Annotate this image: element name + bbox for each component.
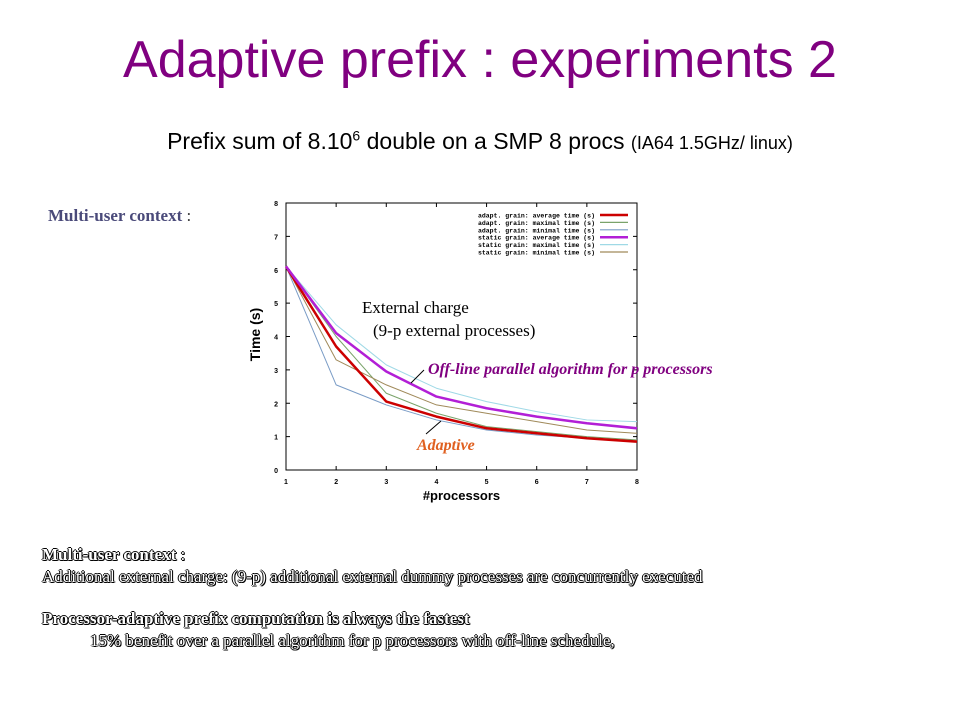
x-tick-label: 2 <box>334 479 338 486</box>
context-label-colon: : <box>182 206 192 225</box>
annotation-adaptive: Adaptive <box>416 437 475 454</box>
y-tick-label: 5 <box>274 301 278 308</box>
y-tick-label: 2 <box>274 401 278 408</box>
context-label: Multi-user context : <box>48 206 191 226</box>
notes-line-fastest: Processor-adaptive prefix computation is… <box>42 609 470 628</box>
series-line <box>285 266 638 441</box>
y-tick-label: 8 <box>274 201 278 208</box>
x-tick-label: 8 <box>635 479 639 486</box>
x-tick-label: 3 <box>384 479 388 486</box>
y-tick-label: 1 <box>274 435 278 442</box>
notes-line-external-charge: Additional external charge: (9-p) additi… <box>42 567 703 586</box>
y-axis-label: Time (s) <box>247 308 263 361</box>
subtitle-main: Prefix sum of 8.10 <box>167 128 353 154</box>
annotation-offline-algorithm: Off-line parallel algorithm for p proces… <box>428 361 713 378</box>
subtitle-machine: (IA64 1.5GHz/ linux) <box>630 133 793 153</box>
subtitle-exponent: 6 <box>352 127 361 144</box>
legend-label: adapt. grain: maximal time (s) <box>478 220 595 227</box>
series-line <box>285 266 638 443</box>
annotation-external-processes: (9-p external processes) <box>373 321 535 340</box>
x-tick-label: 5 <box>485 479 489 486</box>
legend-label: static grain: minimal time (s) <box>478 250 595 257</box>
slide-title: Adaptive prefix : experiments 2 <box>123 31 837 89</box>
y-tick-label: 3 <box>274 368 278 375</box>
y-tick-label: 7 <box>274 234 278 241</box>
slide-subtitle: Prefix sum of 8.106 double on a SMP 8 pr… <box>0 128 960 155</box>
series-line <box>285 266 638 434</box>
notes-heading-text: Multi-user context <box>42 545 177 564</box>
x-tick-label: 4 <box>434 479 438 486</box>
series-line <box>284 265 638 443</box>
arrow-offline <box>410 369 425 384</box>
legend-label: static grain: maximal time (s) <box>478 242 595 249</box>
legend-label: static grain: average time (s) <box>478 235 595 242</box>
legend-label: adapt. grain: minimal time (s) <box>478 227 595 234</box>
notes-heading: Multi-user context : <box>42 545 942 567</box>
y-tick-label: 6 <box>274 268 278 275</box>
x-tick-label: 1 <box>284 479 288 486</box>
annotation-external-charge: External charge <box>362 298 469 317</box>
series-line <box>285 265 638 430</box>
series-line <box>285 266 638 423</box>
arrow-adaptive <box>425 420 442 435</box>
notes-block: Multi-user context : Additional external… <box>42 545 942 653</box>
notes-line-benefit: 15% benefit over a parallel algorithm fo… <box>90 631 615 650</box>
y-tick-label: 4 <box>274 335 278 342</box>
legend-label: adapt. grain: average time (s) <box>478 213 595 220</box>
context-label-text: Multi-user context <box>48 206 183 225</box>
x-tick-label: 7 <box>585 479 589 486</box>
x-axis-label: #processors <box>423 488 500 503</box>
y-tick-label: 0 <box>274 468 278 475</box>
x-tick-label: 6 <box>535 479 539 486</box>
subtitle-rest: double on a SMP 8 procs <box>360 128 631 154</box>
notes-heading-colon: : <box>176 545 186 564</box>
